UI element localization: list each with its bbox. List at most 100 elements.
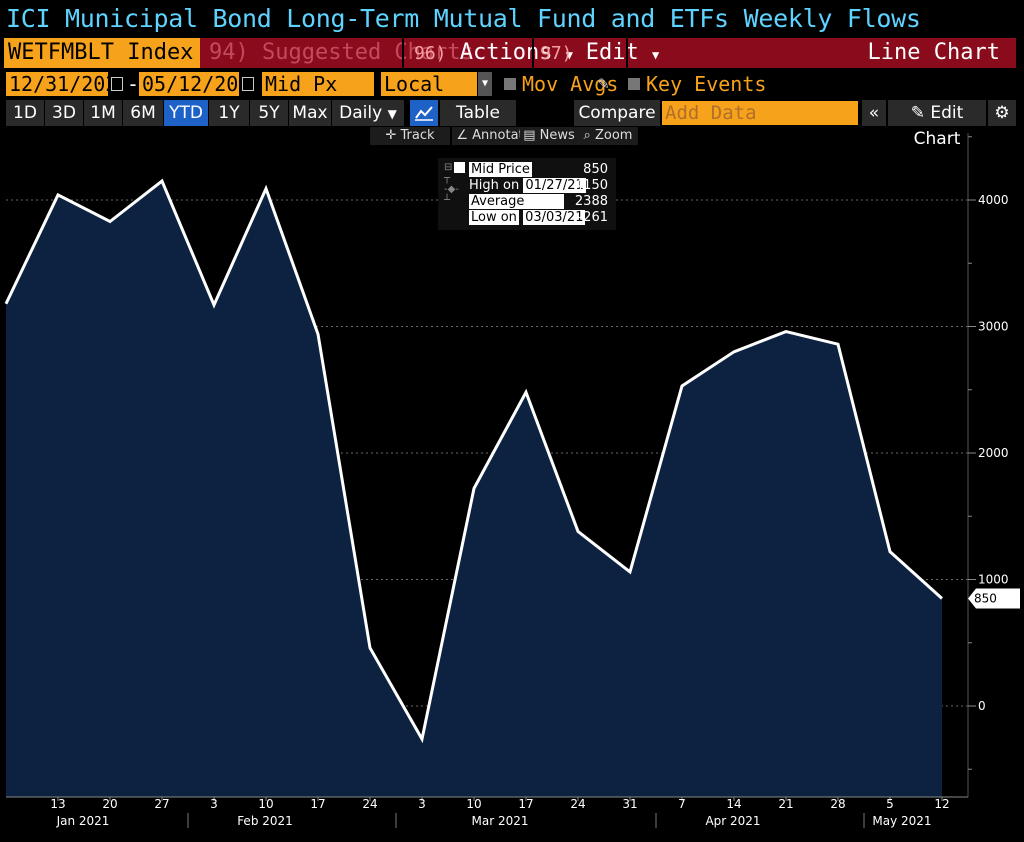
mov-avgs-label: Mov Avgs (522, 72, 619, 96)
chevron-down-icon: ▼ (652, 48, 660, 62)
zoom-tool[interactable]: ⌕ Zoom (578, 127, 638, 145)
calendar-icon[interactable] (111, 77, 123, 91)
x-tick-label: 3 (210, 797, 218, 811)
chevron-down-icon[interactable]: ▼ (478, 72, 492, 96)
legend-box: ⊟ ┬ -◆- ┴ Mid Price 850 High on 01/27/21 41… (438, 158, 616, 230)
x-tick-label: 17 (518, 797, 533, 811)
actions-menu[interactable]: 96) Actions ▼ (414, 38, 573, 68)
x-tick-label: 12 (934, 797, 949, 811)
news-label: News (539, 128, 575, 143)
tab-ytd[interactable]: YTD (164, 100, 208, 126)
tab-max[interactable]: Max (289, 100, 331, 126)
tab-1m[interactable]: 1M (84, 100, 122, 126)
mov-avgs-checkbox[interactable] (504, 78, 516, 90)
collapse-icon[interactable]: « (862, 100, 886, 126)
compare-label: Compare (578, 103, 656, 123)
month-label: Feb 2021 (237, 814, 293, 828)
tab-1d[interactable]: 1D (6, 100, 44, 126)
legend-low-value: -261 (578, 210, 608, 225)
chevron-down-icon: ▼ (387, 107, 397, 121)
compare-select[interactable]: Compare ▼ (574, 100, 660, 147)
legend-avg-label: Average (469, 194, 565, 209)
table-button[interactable]: Table (440, 100, 516, 126)
x-tick-label: 20 (102, 797, 117, 811)
annotate-icon: ∠ (456, 128, 469, 143)
x-tick-label: 3 (418, 797, 426, 811)
date-range-dash: - (127, 72, 140, 96)
legend-tree-icon: ⊟ ┬ -◆- ┴ (444, 162, 459, 206)
x-tick-label: 24 (362, 797, 377, 811)
legend-high-value: 4150 (574, 178, 608, 193)
legend-mid-text: Mid Price (469, 162, 532, 177)
x-axis-band (0, 797, 1024, 837)
month-label: Apr 2021 (705, 814, 760, 828)
edit-chart-label: Edit Chart (913, 103, 964, 149)
chart-title: ICI Municipal Bond Long-Term Mutual Fund… (6, 4, 921, 33)
x-tick-label: 10 (258, 797, 273, 811)
pencil-icon[interactable]: ✎ (598, 73, 609, 94)
actions-label: Actions (459, 40, 553, 65)
frequency-select[interactable]: Daily ▼ (332, 100, 404, 126)
legend-avg-row: Average (469, 194, 565, 210)
legend-mid-value: 850 (583, 162, 608, 177)
key-events-checkbox[interactable] (628, 78, 640, 90)
legend-low-label: Low on (469, 210, 519, 225)
x-tick-label: 17 (310, 797, 325, 811)
chevron-down-icon: ▼ (565, 48, 573, 62)
flow-line (4, 178, 944, 744)
x-tick-label: 5 (886, 797, 894, 811)
tab-6m[interactable]: 6M (123, 100, 163, 126)
legend-mid-label: Mid Price (469, 162, 532, 178)
y-tick-label: 3000 (978, 320, 1009, 334)
track-tool[interactable]: ✛ Track (370, 127, 450, 145)
key-events-label: Key Events (646, 72, 767, 96)
pencil-icon: ✎ (910, 103, 925, 123)
y-tick-label: 4000 (978, 193, 1009, 207)
last-value-label: 850 (974, 591, 997, 605)
x-tick-label: 28 (830, 797, 845, 811)
x-tick-label: 14 (726, 797, 741, 811)
mid-price-swatch (454, 162, 465, 173)
track-label: Track (400, 128, 435, 143)
tab-1y[interactable]: 1Y (209, 100, 249, 126)
annotate-tool[interactable]: ∠ Annotate (452, 127, 536, 145)
last-value-marker: 850 (968, 588, 1020, 609)
legend-high-row: High on 01/27/21 (469, 178, 586, 194)
legend-low-row: Low on 03/03/21 (469, 210, 586, 226)
crosshair-icon: ✛ (385, 128, 397, 143)
x-axis: 13 20 27 3 10 17 24 3 10 17 24 31 7 14 21 28 5 12 Jan 2021… (0, 796, 1024, 837)
magnifier-icon: ⌕ (583, 128, 591, 143)
x-tick-label: 27 (154, 797, 169, 811)
annotate-label: Annotate (472, 128, 532, 143)
line-chart-icon-graphic (415, 106, 433, 121)
x-tick-label: 21 (778, 797, 793, 811)
x-tick-label: 24 (570, 797, 585, 811)
news-tool[interactable]: ▤ News (520, 127, 578, 145)
field-select[interactable]: Mid Px (262, 72, 374, 96)
gear-icon[interactable]: ⚙ (988, 100, 1016, 126)
tab-3d[interactable]: 3D (45, 100, 83, 126)
add-data-input[interactable]: Add Data (662, 101, 858, 125)
calendar-icon[interactable] (242, 77, 254, 91)
zoom-label: Zoom (594, 128, 633, 143)
tab-5y[interactable]: 5Y (250, 100, 288, 126)
legend-low-date: 03/03/21 (523, 210, 586, 225)
x-tick-label: 7 (678, 797, 686, 811)
x-tick-label: 31 (622, 797, 637, 811)
ticker-field[interactable]: WETFMBLT Index (4, 38, 200, 68)
line-chart-icon[interactable] (410, 100, 438, 126)
y-axis: 0 1000 2000 3000 4000 (967, 133, 1009, 797)
edit-chart-button[interactable]: ✎ Edit Chart (888, 100, 986, 149)
separator (402, 38, 404, 68)
edit-number: 97) (540, 43, 573, 64)
start-date-input[interactable]: 12/31/2020 (6, 72, 129, 96)
suggested-charts-button[interactable]: 94) Suggested Charts (209, 40, 474, 65)
month-label: Jan 2021 (56, 814, 110, 828)
legend-high-date: 01/27/21 (523, 178, 586, 193)
frequency-label: Daily (339, 103, 383, 123)
edit-menu[interactable]: 97) Edit ▼ (540, 38, 659, 68)
y-tick-label: 0 (978, 699, 986, 713)
separator (626, 38, 628, 68)
edit-label: Edit (585, 40, 639, 65)
